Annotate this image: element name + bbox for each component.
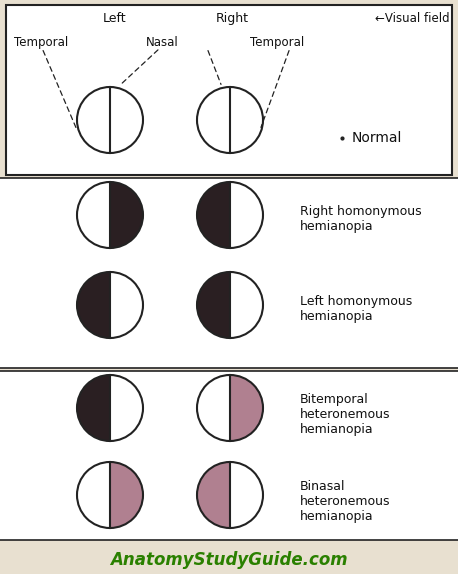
Polygon shape xyxy=(197,272,230,338)
Polygon shape xyxy=(197,462,230,528)
Polygon shape xyxy=(110,375,143,441)
FancyBboxPatch shape xyxy=(0,371,458,540)
Text: Right homonymous
hemianopia: Right homonymous hemianopia xyxy=(300,205,422,233)
Polygon shape xyxy=(230,375,263,441)
Text: AnatomyStudyGuide.com: AnatomyStudyGuide.com xyxy=(110,551,348,569)
Text: Left homonymous
hemianopia: Left homonymous hemianopia xyxy=(300,295,412,323)
FancyBboxPatch shape xyxy=(6,5,452,175)
Text: Bitemporal
heteronemous
hemianopia: Bitemporal heteronemous hemianopia xyxy=(300,393,391,436)
Circle shape xyxy=(197,87,263,153)
FancyBboxPatch shape xyxy=(0,178,458,368)
Polygon shape xyxy=(110,182,143,248)
Text: Normal: Normal xyxy=(352,131,403,145)
Text: Temporal: Temporal xyxy=(250,36,304,49)
Polygon shape xyxy=(110,272,143,338)
Text: Left: Left xyxy=(103,12,127,25)
Text: Temporal: Temporal xyxy=(14,36,68,49)
Polygon shape xyxy=(197,375,230,441)
Text: Nasal: Nasal xyxy=(146,36,178,49)
Polygon shape xyxy=(77,375,110,441)
Polygon shape xyxy=(197,182,230,248)
Polygon shape xyxy=(77,462,110,528)
Polygon shape xyxy=(230,182,263,248)
Text: Right: Right xyxy=(216,12,249,25)
Polygon shape xyxy=(77,272,110,338)
Polygon shape xyxy=(77,182,110,248)
Circle shape xyxy=(77,87,143,153)
Text: Binasal
heteronemous
hemianopia: Binasal heteronemous hemianopia xyxy=(300,480,391,523)
Polygon shape xyxy=(230,272,263,338)
Text: ←Visual field: ←Visual field xyxy=(376,12,450,25)
Polygon shape xyxy=(110,462,143,528)
Polygon shape xyxy=(230,462,263,528)
